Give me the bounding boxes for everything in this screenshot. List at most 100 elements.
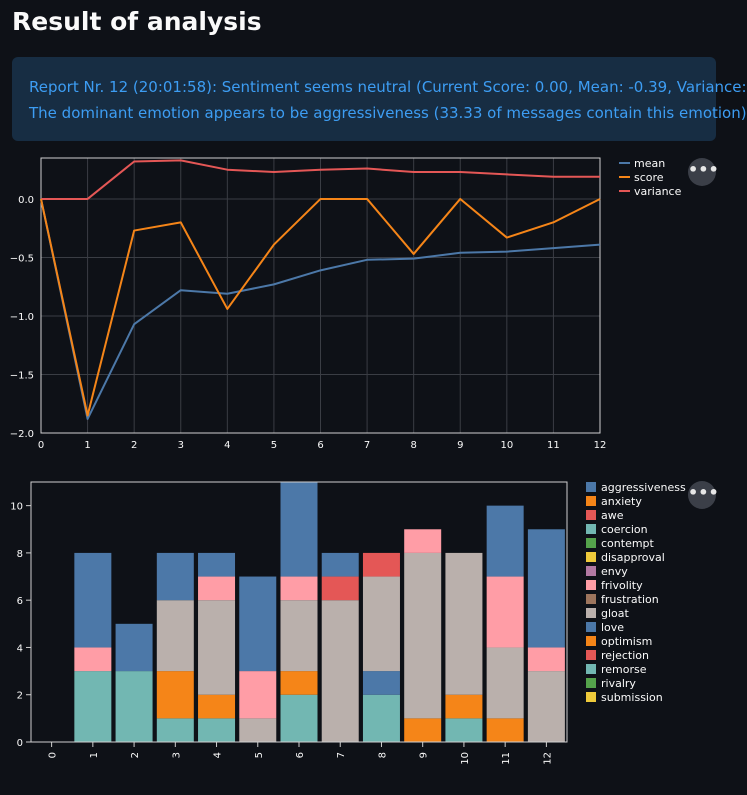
bar-segment-optimism (156, 671, 194, 719)
series-line-variance (41, 159, 600, 200)
legend-swatch-optimism (586, 636, 596, 646)
series-line-mean (40, 198, 601, 420)
y-tick-label: 4 (17, 643, 23, 654)
x-tick-label: 3 (171, 752, 182, 758)
legend-label-anxiety: anxiety (601, 495, 642, 508)
legend-swatch-contempt (586, 538, 596, 548)
legend-swatch-disapproval (586, 552, 596, 562)
legend-label-mean: mean (634, 157, 665, 170)
bar-segment-remorse (198, 718, 236, 742)
bar-segment-frivolity (486, 576, 524, 648)
bar-segment-gloat (445, 552, 483, 695)
legend-label-rivalry: rivalry (601, 677, 636, 690)
y-tick-label: 8 (17, 549, 23, 560)
legend-swatch-rivalry (586, 678, 596, 688)
bar-segment-rejection (362, 552, 400, 577)
more-horizontal-icon: ••• (688, 160, 719, 179)
bar-segment-frivolity (74, 647, 112, 672)
bar-segment-remorse (156, 718, 194, 742)
bar-segment-love (362, 671, 400, 695)
bar-segment-love (239, 576, 277, 672)
bar-segment-frivolity (239, 671, 277, 719)
legend-label-submission: submission (601, 691, 663, 704)
bar-segment-remorse (115, 671, 153, 742)
legend-label-love: love (601, 621, 624, 634)
legend-swatch-frivolity (586, 580, 596, 590)
legend-swatch-love (586, 622, 596, 632)
bar-segment-remorse (445, 718, 483, 742)
x-tick-label: 11 (547, 440, 560, 451)
plot-frame (30, 481, 568, 743)
x-tick-label: 4 (224, 440, 230, 451)
x-tick-label: 0 (48, 752, 59, 758)
y-tick-label: 0 (17, 738, 23, 749)
legend-label-optimism: optimism (601, 635, 652, 648)
x-tick-label: 5 (271, 440, 277, 451)
x-tick-label: 8 (410, 440, 416, 451)
bar-segment-rejection (321, 576, 359, 601)
report-line-1: Report Nr. 12 (20:01:58): Sentiment seem… (29, 78, 747, 96)
legend-label-rejection: rejection (601, 649, 649, 662)
x-tick-label: 9 (457, 440, 463, 451)
legend-swatch-remorse (586, 664, 596, 674)
bar-segment-love (527, 529, 565, 648)
x-tick-label: 7 (336, 752, 347, 758)
x-tick-label: 8 (377, 752, 388, 758)
series-line-score (40, 197, 601, 417)
bar-segment-optimism (198, 694, 236, 719)
bar-segment-optimism (404, 718, 442, 742)
bar-segment-love (198, 552, 236, 577)
legend-label-gloat: gloat (601, 607, 630, 620)
legend-label-variance: variance (634, 185, 682, 198)
bar-segment-love (74, 552, 112, 648)
bar-segment-love (321, 552, 359, 577)
legend-label-score: score (634, 171, 664, 184)
x-tick-label: 10 (500, 440, 513, 451)
legend-swatch-anxiety (586, 496, 596, 506)
legend-swatch-gloat (586, 608, 596, 618)
x-tick-label: 6 (295, 752, 306, 758)
legend-label-contempt: contempt (601, 537, 655, 550)
bar-segment-optimism (445, 694, 483, 719)
bar-chart-menu-button[interactable]: ••• (688, 481, 719, 509)
legend-label-coercion: coercion (601, 523, 648, 536)
bar-segment-gloat (362, 576, 400, 672)
legend-swatch-awe (586, 510, 596, 520)
y-tick-label: 10 (10, 502, 23, 513)
legend-label-remorse: remorse (601, 663, 647, 676)
more-horizontal-icon: ••• (688, 483, 719, 502)
x-tick-label: 2 (131, 440, 137, 451)
x-tick-label: 9 (419, 752, 430, 758)
bar-segment-gloat (198, 600, 236, 695)
bar-segment-frivolity (527, 647, 565, 672)
report-line-2: The dominant emotion appears to be aggre… (29, 104, 747, 122)
legend-swatch-submission (586, 692, 596, 702)
bar-segment-frivolity (280, 576, 318, 601)
y-tick-label: 2 (17, 691, 23, 702)
y-tick-label: 0.0 (18, 195, 34, 206)
bar-segment-gloat (404, 552, 442, 719)
legend-swatch-rejection (586, 650, 596, 660)
bar-segment-gloat (527, 671, 565, 742)
legend-label-aggressiveness: aggressiveness (601, 481, 686, 494)
x-tick-label: 11 (501, 752, 512, 765)
bar-segment-love (115, 623, 153, 672)
bar-segment-gloat (321, 600, 359, 742)
legend-label-envy: envy (601, 565, 628, 578)
legend-label-disapproval: disapproval (601, 551, 665, 564)
legend-swatch-frustration (586, 594, 596, 604)
y-tick-label: −1.0 (10, 312, 34, 323)
bar-segment-optimism (486, 718, 524, 742)
sentiment-line-chart: 0 1 2 3 4 5 6 7 8 9 10 11 120.0−0.5−1.0−1.5−2.0means… (10, 157, 682, 451)
bar-segment-gloat (280, 600, 318, 672)
x-tick-label: 3 (178, 440, 184, 451)
legend-label-awe: awe (601, 509, 624, 522)
x-tick-label: 0 (38, 440, 44, 451)
report-info-box: Report Nr. 12 (20:01:58): Sentiment seem… (12, 57, 747, 141)
line-chart-menu-button[interactable]: ••• (688, 158, 719, 186)
page-title: Result of analysis (12, 7, 262, 36)
y-tick-label: −2.0 (10, 429, 34, 440)
bar-segment-optimism (280, 671, 318, 695)
x-tick-label: 12 (542, 752, 553, 765)
